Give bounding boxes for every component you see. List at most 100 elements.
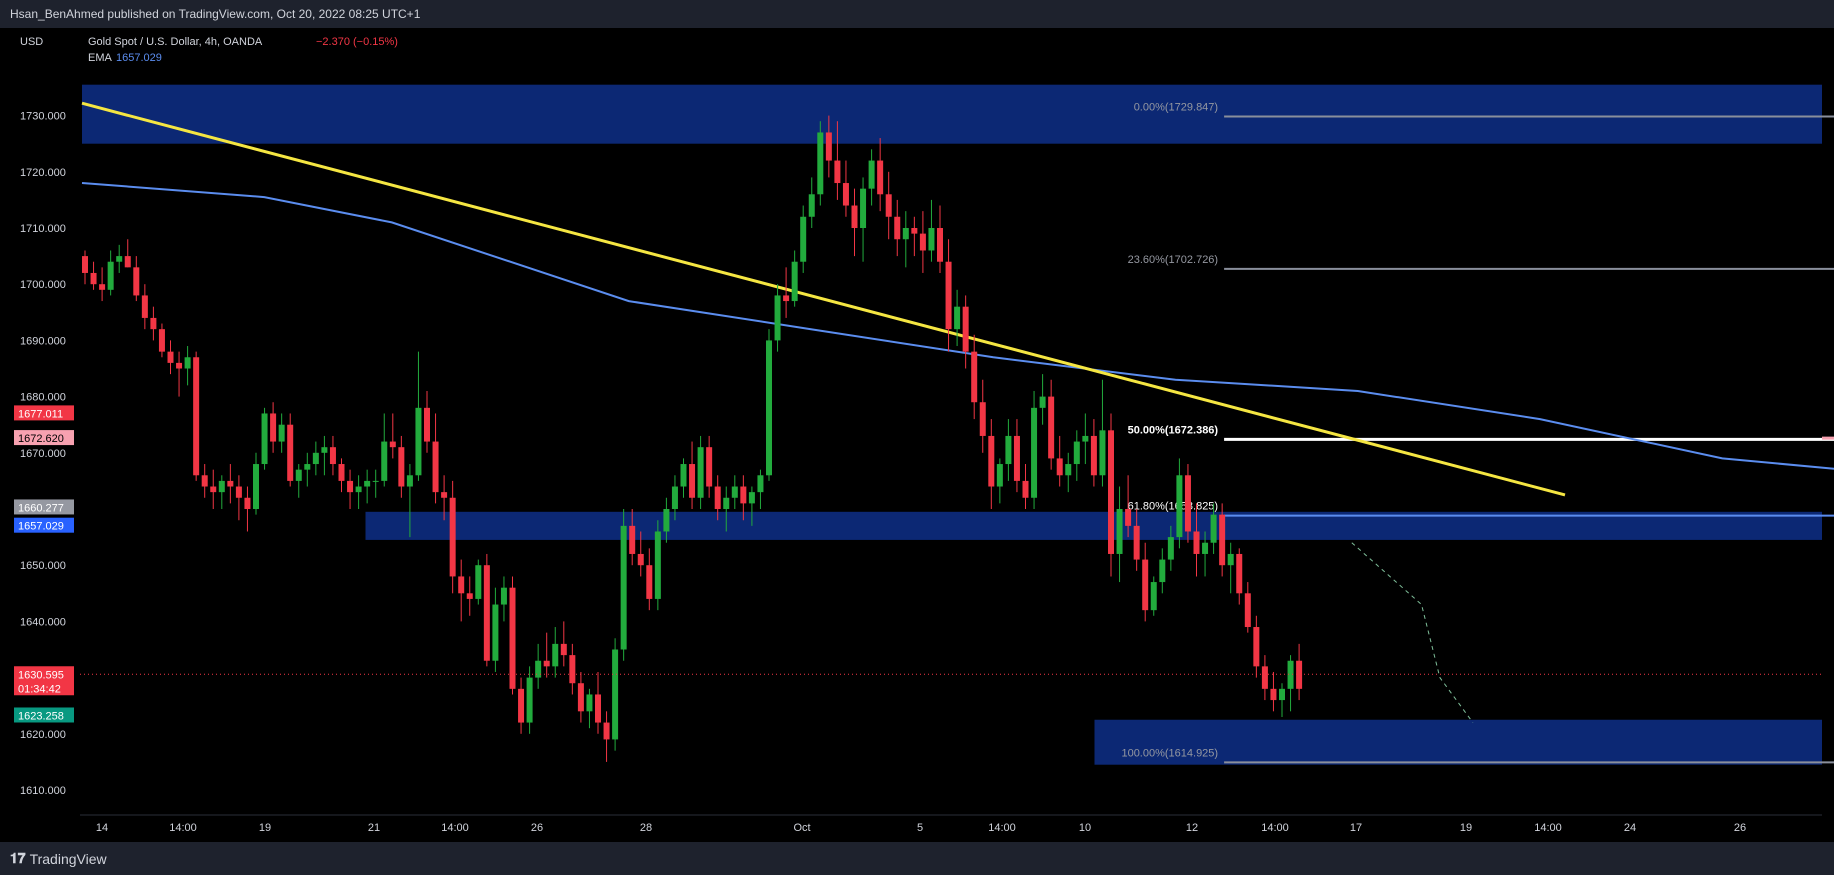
price-label-text: 1657.029 — [18, 521, 64, 533]
candle-body — [1270, 688, 1277, 701]
price-change-label: −2.370 (−0.15%) — [316, 36, 398, 48]
candle-body — [141, 295, 148, 318]
candle-body — [714, 486, 721, 509]
candle-body — [945, 261, 952, 330]
candle-body — [595, 694, 601, 723]
y-axis-tick-label: 1640.000 — [20, 616, 66, 628]
y-axis-tick-label: 1680.000 — [20, 392, 66, 404]
candle-body — [99, 284, 106, 290]
candle-body — [133, 267, 140, 296]
candle-body — [757, 475, 764, 493]
candle-body — [90, 272, 97, 285]
candle-body — [287, 424, 294, 481]
publish-header: Hsan_BenAhmed published on TradingView.c… — [0, 0, 1834, 28]
candle-body — [347, 480, 354, 493]
candle-body — [543, 660, 550, 667]
candle-body — [586, 694, 593, 712]
candle-body — [612, 649, 619, 740]
candle-body — [1022, 480, 1029, 498]
candle-body — [244, 497, 251, 509]
downtrend-line — [81, 101, 1566, 497]
y-axis-tick-label: 1670.000 — [20, 448, 66, 460]
candle-body — [116, 256, 123, 262]
candle-body — [868, 160, 875, 189]
chart-area[interactable]: 0.00%(1729.847) 23.60%(1702.726) 50.00%(16… — [0, 28, 1834, 842]
candle-body — [988, 435, 995, 487]
price-label-box — [14, 499, 74, 515]
candle-body — [971, 351, 978, 403]
candle-body — [364, 480, 371, 487]
candle-body — [1244, 593, 1251, 628]
x-axis-tick-label: 14:00 — [1261, 822, 1289, 834]
candle-body — [295, 469, 302, 481]
candle-body — [1039, 396, 1046, 408]
x-axis-tick-label: 14:00 — [441, 822, 469, 834]
candle-body — [706, 447, 713, 487]
candle-body — [723, 497, 730, 509]
candle-body — [509, 587, 516, 689]
candle-body — [954, 306, 961, 330]
y-axis-tick-label: 1720.000 — [20, 167, 66, 179]
candle-body — [483, 565, 490, 661]
candle-body — [1099, 430, 1106, 476]
candle-body — [1031, 407, 1038, 498]
candle-body — [492, 604, 499, 661]
candle-body — [774, 295, 781, 341]
price-label-text: 1660.277 — [18, 502, 64, 514]
publish-info: Hsan_BenAhmed published on TradingView.c… — [10, 7, 421, 21]
candle-body — [321, 447, 328, 453]
y-axis-tick-label: 1650.000 — [20, 560, 66, 572]
supply-demand-zone — [82, 84, 1822, 144]
candle-body — [877, 160, 884, 195]
candle-body — [338, 464, 345, 481]
fib-level-label: 61.80%(1658.825) — [1128, 501, 1219, 513]
candle-body — [1236, 553, 1243, 594]
price-label-text: 1630.595 — [18, 669, 64, 681]
x-axis-tick-label: 24 — [1624, 822, 1636, 834]
x-axis-tick-label: 19 — [1460, 822, 1472, 834]
candle-body — [1253, 627, 1260, 667]
candlestick-chart[interactable]: 0.00%(1729.847) 23.60%(1702.726) 50.00%(16… — [0, 28, 1834, 842]
candle-body — [1227, 553, 1234, 566]
candle-body — [671, 486, 678, 509]
candle-body — [1279, 688, 1285, 701]
candle-body — [808, 194, 815, 217]
price-label-text: 1672.620 — [18, 433, 64, 445]
x-axis-tick-label: 14:00 — [1534, 822, 1562, 834]
candle-body — [1150, 582, 1157, 611]
price-label-text: 01:34:42 — [18, 683, 61, 695]
tradingview-logo[interactable]: 𝟏𝟕 TradingView — [10, 850, 107, 867]
candle-body — [928, 228, 935, 251]
x-axis-tick-label: 26 — [1734, 822, 1746, 834]
candle-body — [979, 402, 986, 436]
fib-level-label: 23.60%(1702.726) — [1128, 254, 1219, 266]
currency-label: USD — [20, 36, 43, 48]
candle-body — [124, 256, 131, 268]
candle-body — [441, 492, 448, 498]
candle-body — [184, 357, 191, 369]
x-axis-tick-label: 14:00 — [988, 822, 1016, 834]
candle-body — [1056, 458, 1063, 476]
price-label-box — [14, 430, 74, 446]
x-axis-tick-label: 26 — [531, 822, 543, 834]
candle-body — [1090, 435, 1097, 476]
candle-body — [1108, 430, 1114, 554]
price-label-box — [14, 517, 74, 533]
candle-body — [1142, 559, 1149, 611]
candle-body — [312, 452, 319, 465]
symbol-label: Gold Spot / U.S. Dollar, 4h, OANDA — [88, 36, 263, 48]
candle-body — [1184, 475, 1191, 532]
candle-body — [1065, 464, 1072, 476]
price-label-box — [14, 707, 74, 723]
candle-body — [1125, 509, 1132, 526]
candle-body — [526, 677, 533, 723]
candle-body — [253, 464, 259, 509]
candle-body — [766, 340, 772, 476]
candle-body — [1116, 509, 1123, 554]
candle-body — [1167, 537, 1174, 560]
candle-body — [535, 660, 542, 678]
x-axis-tick-label: Oct — [793, 822, 810, 834]
candle-body — [603, 722, 610, 740]
candle-body — [860, 188, 867, 228]
candle-body — [518, 688, 525, 723]
